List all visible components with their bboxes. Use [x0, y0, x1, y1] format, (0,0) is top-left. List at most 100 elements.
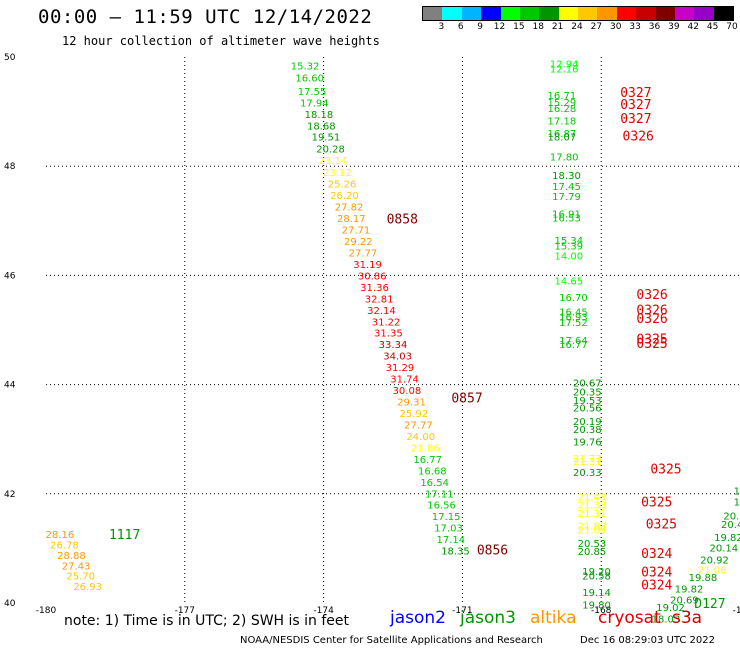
swh-point: 20.53 — [578, 539, 607, 550]
scale-label: 27 — [590, 22, 603, 32]
time-label: 0326 — [636, 288, 667, 303]
y-tick-label: 46 — [4, 271, 16, 281]
satellite-altika: altika — [530, 608, 577, 628]
scale-label: 45 — [706, 22, 719, 32]
swh-point: 20.19 — [573, 417, 602, 428]
swh-point: 25.26 — [328, 180, 357, 191]
swh-point: 19.88 — [689, 573, 718, 584]
swh-point: 17.64 — [559, 336, 588, 347]
scale-swatch — [694, 7, 714, 20]
scale-label: 30 — [610, 22, 622, 32]
swh-point: 34.03 — [383, 352, 412, 363]
swh-point: 19.53 — [573, 396, 602, 407]
swh-point: 16.60 — [295, 74, 324, 85]
y-tick-label: 40 — [4, 599, 16, 609]
swh-point: 17.45 — [552, 182, 581, 193]
swh-point: 18.07 — [548, 133, 577, 144]
swh-point: 18.03 — [652, 614, 681, 625]
swh-point: 16.68 — [418, 466, 447, 477]
swh-point: 19.51 — [312, 133, 341, 144]
swh-point: 20.35 — [573, 388, 602, 399]
swh-point: 15.32 — [291, 62, 320, 73]
time-label: 0326 — [636, 303, 667, 318]
scale-swatch — [578, 7, 598, 20]
footer-generated: Dec 16 08:29:03 UTC 2022 — [580, 635, 715, 646]
swh-point: 21.09 — [578, 525, 607, 536]
scale-swatch — [616, 7, 637, 20]
time-label: 0856 — [477, 543, 508, 558]
swh-point: 18.68 — [307, 121, 336, 132]
x-tick-label: -180 — [36, 606, 57, 616]
swh-point: 29.22 — [344, 237, 373, 248]
swh-point: 20.38 — [573, 425, 602, 436]
satellite-jason3: jason3 — [460, 608, 516, 628]
satellite-s3a: s3a — [672, 608, 703, 628]
time-label: 0325 — [636, 333, 667, 348]
chart-subtitle: 12 hour collection of altimeter wave hei… — [62, 34, 380, 48]
swh-point: 16.93 — [559, 312, 588, 323]
x-tick-label: -168 — [591, 606, 612, 616]
swh-point: 19.80 — [582, 601, 611, 612]
swh-point: 17.14 — [437, 535, 466, 546]
swh-point: 19 — [734, 497, 740, 508]
swh-point: 18.35 — [441, 547, 470, 558]
scale-swatch — [461, 7, 482, 20]
swh-point: 21.43 — [578, 493, 607, 504]
scale-swatch — [674, 7, 695, 20]
scale-label: 33 — [629, 22, 641, 32]
time-label: 0325 — [646, 517, 677, 532]
swh-point: 20.28 — [316, 145, 345, 156]
swh-point: 16.87 — [548, 129, 577, 140]
swh-point: 25.92 — [399, 409, 428, 420]
scale-label: 70 — [726, 22, 738, 32]
swh-point: 16.54 — [420, 478, 449, 489]
swh-point: 26.78 — [50, 541, 79, 552]
swh-point: 21.31 — [573, 457, 602, 468]
swh-point: 31.29 — [386, 363, 415, 374]
swh-point: 31.36 — [360, 283, 389, 294]
swh-point: 16.53 — [552, 214, 581, 225]
scale-label: 12 — [493, 22, 506, 32]
scale-swatch — [519, 7, 540, 20]
swh-point: 15.34 — [554, 236, 583, 247]
swh-point: 21.83 — [578, 521, 607, 532]
scale-label: 42 — [687, 22, 699, 32]
swh-point: 31.19 — [353, 260, 382, 271]
swh-point: 20.33 — [573, 468, 602, 479]
swh-point: 32.14 — [367, 306, 396, 317]
swh-point: 16.91 — [552, 210, 581, 221]
swh-point: 20.56 — [573, 404, 602, 415]
swh-point: 21.06 — [698, 566, 727, 577]
swh-point: 16.56 — [427, 501, 456, 512]
swh-point: 28.88 — [57, 551, 86, 562]
swh-point: 21.31 — [578, 509, 607, 520]
scale-label: 39 — [668, 22, 680, 32]
swh-point: 31.74 — [390, 375, 419, 386]
swh-point: 17.18 — [548, 116, 577, 127]
swh-point: 20.14 — [723, 512, 740, 523]
time-label: 0325 — [636, 337, 667, 352]
swh-point: 31.22 — [372, 317, 401, 328]
scale-swatch — [655, 7, 675, 20]
time-label: 0857 — [451, 392, 482, 407]
swh-point: 17.80 — [550, 152, 579, 163]
scale-label: 9 — [477, 22, 483, 32]
footer-credit: NOAA/NESDIS Center for Satellite Applica… — [240, 635, 543, 646]
time-label: 0324 — [641, 578, 672, 593]
swh-point: 17.52 — [559, 318, 588, 329]
swh-point: 15.29 — [548, 98, 577, 109]
swh-point: 14.65 — [554, 276, 583, 287]
swh-point: 32.81 — [365, 294, 394, 305]
swh-point: 20.92 — [700, 555, 729, 566]
swh-point: 27.82 — [335, 203, 364, 214]
swh-point: 20.85 — [578, 547, 607, 558]
x-tick-label: -171 — [452, 606, 472, 616]
swh-point: 28.16 — [46, 530, 75, 541]
scale-swatch — [597, 7, 617, 20]
swh-point: 19.14 — [582, 588, 611, 599]
swh-point: 17.79 — [552, 192, 581, 203]
swh-point: 12.94 — [550, 60, 579, 71]
time-label: 1117 — [109, 528, 140, 543]
footer-note: note: 1) Time is in UTC; 2) SWH is in fe… — [64, 613, 350, 629]
